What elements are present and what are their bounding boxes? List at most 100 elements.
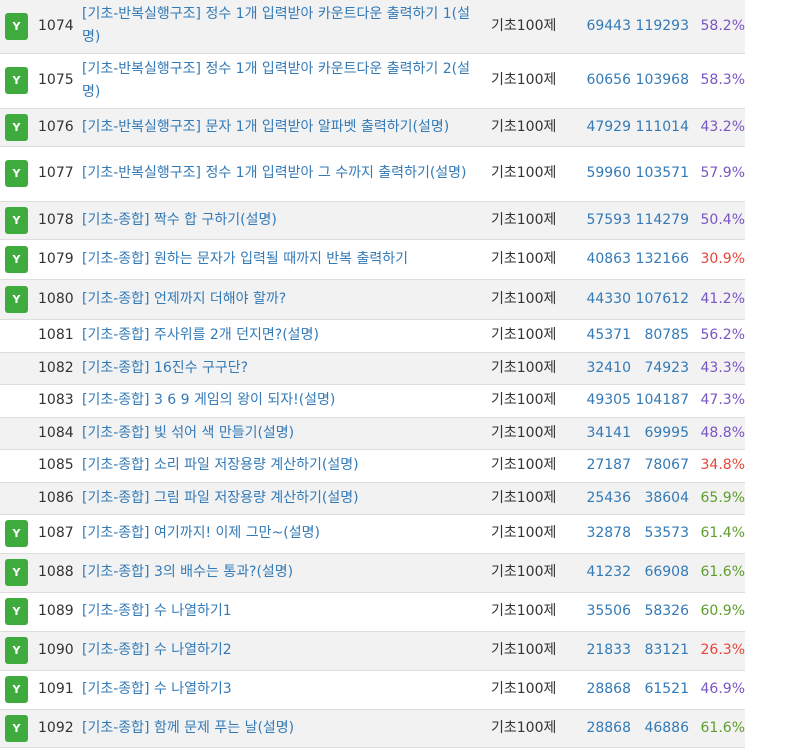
problem-title-link[interactable]: [기초-반복실행구조] 문자 1개 입력받아 알파벳 출력하기(설명) <box>82 118 450 135</box>
problem-title-link[interactable]: [기초-반복실행구조] 정수 1개 입력받아 카운트다운 출력하기 1(설명) <box>82 6 470 46</box>
submissions-link[interactable]: 41232 <box>586 564 631 580</box>
problem-list-table: Y 1074 [기초-반복실행구조] 정수 1개 입력받아 카운트다운 출력하기… <box>0 0 745 748</box>
total-link[interactable]: 132166 <box>635 250 689 267</box>
submissions-link[interactable]: 28868 <box>586 681 631 697</box>
submissions-link[interactable]: 21833 <box>586 642 631 658</box>
total-link[interactable]: 61521 <box>644 681 689 697</box>
submissions-link[interactable]: 49305 <box>586 392 631 408</box>
total-cell: 103968 <box>631 53 689 109</box>
problem-id: 1074 <box>33 0 82 54</box>
submissions-cell: 32878 <box>577 514 631 554</box>
success-rate: 58.2% <box>689 0 745 54</box>
submissions-link[interactable]: 34141 <box>586 424 631 441</box>
solved-badge: Y <box>5 113 28 141</box>
problem-category: 기초100제 <box>491 553 577 593</box>
submissions-link[interactable]: 27187 <box>586 457 631 473</box>
problem-title-link[interactable]: [기초-종합] 16진수 구구단? <box>82 359 249 376</box>
problem-title-link[interactable]: [기초-종합] 언제까지 더해야 할까? <box>82 290 287 307</box>
total-link[interactable]: 111014 <box>635 118 689 135</box>
problem-category: 기초100제 <box>491 592 577 632</box>
submissions-link[interactable]: 57593 <box>586 211 631 228</box>
submissions-link[interactable]: 69443 <box>586 17 631 34</box>
total-link[interactable]: 53573 <box>644 525 689 541</box>
total-cell: 132166 <box>631 239 689 280</box>
success-rate: 65.9% <box>689 482 745 515</box>
submissions-cell: 28868 <box>577 709 631 748</box>
solved-badge: Y <box>5 160 28 187</box>
total-link[interactable]: 46886 <box>644 719 689 736</box>
problem-category: 기초100제 <box>491 514 577 554</box>
total-link[interactable]: 58326 <box>644 603 689 619</box>
problem-title-link[interactable]: [기초-종합] 3의 배수는 통과?(설명) <box>82 564 294 580</box>
problem-row: Y 1075 [기초-반복실행구조] 정수 1개 입력받아 카운트다운 출력하기… <box>0 53 745 109</box>
total-link[interactable]: 74923 <box>644 359 689 376</box>
problem-id: 1080 <box>33 279 82 320</box>
problem-title-link[interactable]: [기초-종합] 3 6 9 게임의 왕이 되자!(설명) <box>82 392 336 408</box>
problem-title-link[interactable]: [기초-종합] 짝수 합 구하기(설명) <box>82 211 277 228</box>
problem-title-link[interactable]: [기초-종합] 그림 파일 저장용량 계산하기(설명) <box>82 489 359 506</box>
problem-row: Y 1088 [기초-종합] 3의 배수는 통과?(설명) 기초100제 412… <box>0 553 745 593</box>
submissions-link[interactable]: 44330 <box>586 290 631 307</box>
problem-title-link[interactable]: [기초-종합] 주사위를 2개 던지면?(설명) <box>82 327 319 343</box>
submissions-link[interactable]: 28868 <box>586 719 631 736</box>
submissions-link[interactable]: 32410 <box>586 359 631 376</box>
problem-title-link[interactable]: [기초-종합] 수 나열하기3 <box>82 681 232 697</box>
total-link[interactable]: 114279 <box>635 211 689 228</box>
total-link[interactable]: 80785 <box>644 327 689 343</box>
total-link[interactable]: 69995 <box>644 424 689 441</box>
submissions-cell: 21833 <box>577 631 631 671</box>
status-cell <box>0 352 33 385</box>
submissions-link[interactable]: 47929 <box>586 118 631 135</box>
problem-title-link[interactable]: [기초-종합] 수 나열하기1 <box>82 603 232 619</box>
problem-title-link[interactable]: [기초-종합] 수 나열하기2 <box>82 642 232 658</box>
total-link[interactable]: 66908 <box>644 564 689 580</box>
submissions-link[interactable]: 45371 <box>586 327 631 343</box>
submissions-link[interactable]: 40863 <box>586 250 631 267</box>
status-cell: Y <box>0 553 33 593</box>
total-cell: 74923 <box>631 352 689 385</box>
title-cell: [기초-종합] 수 나열하기3 <box>82 670 491 710</box>
status-cell: Y <box>0 514 33 554</box>
total-link[interactable]: 119293 <box>635 17 689 34</box>
problem-row: Y 1077 [기초-반복실행구조] 정수 1개 입력받아 그 수까지 출력하기… <box>0 146 745 202</box>
submissions-cell: 59960 <box>577 146 631 202</box>
total-cell: 66908 <box>631 553 689 593</box>
problem-title-link[interactable]: [기초-종합] 소리 파일 저장용량 계산하기(설명) <box>82 457 359 473</box>
total-link[interactable]: 103571 <box>635 165 689 181</box>
success-rate: 43.3% <box>689 352 745 385</box>
problem-category: 기초100제 <box>491 0 577 54</box>
problem-title-link[interactable]: [기초-종합] 함께 문제 푸는 날(설명) <box>82 719 295 736</box>
submissions-link[interactable]: 35506 <box>586 603 631 619</box>
submissions-link[interactable]: 59960 <box>586 165 631 181</box>
total-link[interactable]: 107612 <box>635 290 689 307</box>
success-rate: 60.9% <box>689 592 745 632</box>
title-cell: [기초-종합] 수 나열하기2 <box>82 631 491 671</box>
submissions-link[interactable]: 25436 <box>586 489 631 506</box>
problem-id: 1076 <box>33 108 82 147</box>
total-link[interactable]: 103968 <box>635 72 689 88</box>
status-cell <box>0 319 33 353</box>
solved-badge: Y <box>5 559 28 586</box>
status-cell: Y <box>0 53 33 109</box>
title-cell: [기초-종합] 언제까지 더해야 할까? <box>82 279 491 320</box>
status-cell: Y <box>0 146 33 202</box>
problem-title-link[interactable]: [기초-종합] 빛 섞어 색 만들기(설명) <box>82 424 295 441</box>
total-link[interactable]: 83121 <box>644 642 689 658</box>
problem-title-link[interactable]: [기초-반복실행구조] 정수 1개 입력받아 카운트다운 출력하기 2(설명) <box>82 60 470 100</box>
problem-title-link[interactable]: [기초-종합] 원하는 문자가 입력될 때까지 반복 출력하기 <box>82 250 409 267</box>
total-link[interactable]: 38604 <box>644 489 689 506</box>
submissions-link[interactable]: 32878 <box>586 525 631 541</box>
total-link[interactable]: 104187 <box>635 392 689 408</box>
problem-title-link[interactable]: [기초-종합] 여기까지! 이제 그만~(설명) <box>82 525 320 541</box>
submissions-link[interactable]: 60656 <box>586 72 631 88</box>
title-cell: [기초-반복실행구조] 문자 1개 입력받아 알파벳 출력하기(설명) <box>82 108 491 147</box>
problem-list-body: Y 1074 [기초-반복실행구조] 정수 1개 입력받아 카운트다운 출력하기… <box>0 0 745 748</box>
problem-row: Y 1087 [기초-종합] 여기까지! 이제 그만~(설명) 기초100제 3… <box>0 514 745 554</box>
problem-title-link[interactable]: [기초-반복실행구조] 정수 1개 입력받아 그 수까지 출력하기(설명) <box>82 165 467 181</box>
total-link[interactable]: 78067 <box>644 457 689 473</box>
problem-category: 기초100제 <box>491 709 577 748</box>
solved-badge: Y <box>5 637 28 664</box>
problem-id: 1077 <box>33 146 82 202</box>
submissions-cell: 35506 <box>577 592 631 632</box>
problem-id: 1090 <box>33 631 82 671</box>
